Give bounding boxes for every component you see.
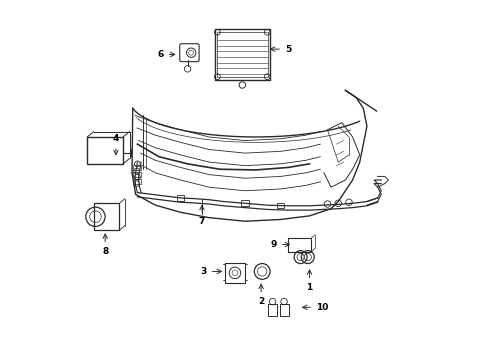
Bar: [217, 32, 268, 77]
Bar: [277, 203, 285, 208]
Bar: [225, 263, 245, 283]
Text: 6: 6: [158, 50, 175, 59]
Text: 3: 3: [200, 267, 221, 276]
Text: 2: 2: [258, 284, 264, 306]
Bar: [95, 203, 120, 230]
Text: 4: 4: [113, 134, 119, 154]
Bar: [288, 238, 311, 252]
Bar: [133, 172, 141, 177]
Text: 1: 1: [306, 270, 313, 292]
Bar: [133, 179, 141, 184]
Text: 10: 10: [303, 303, 328, 312]
Bar: [87, 137, 123, 164]
Bar: [242, 201, 248, 206]
Text: 5: 5: [270, 45, 291, 54]
Text: 9: 9: [270, 240, 290, 249]
Bar: [215, 30, 270, 80]
Bar: [269, 305, 277, 316]
Text: 7: 7: [199, 206, 205, 226]
Bar: [133, 165, 141, 170]
Bar: [177, 195, 184, 201]
Text: 8: 8: [102, 234, 108, 256]
Bar: [280, 305, 289, 316]
